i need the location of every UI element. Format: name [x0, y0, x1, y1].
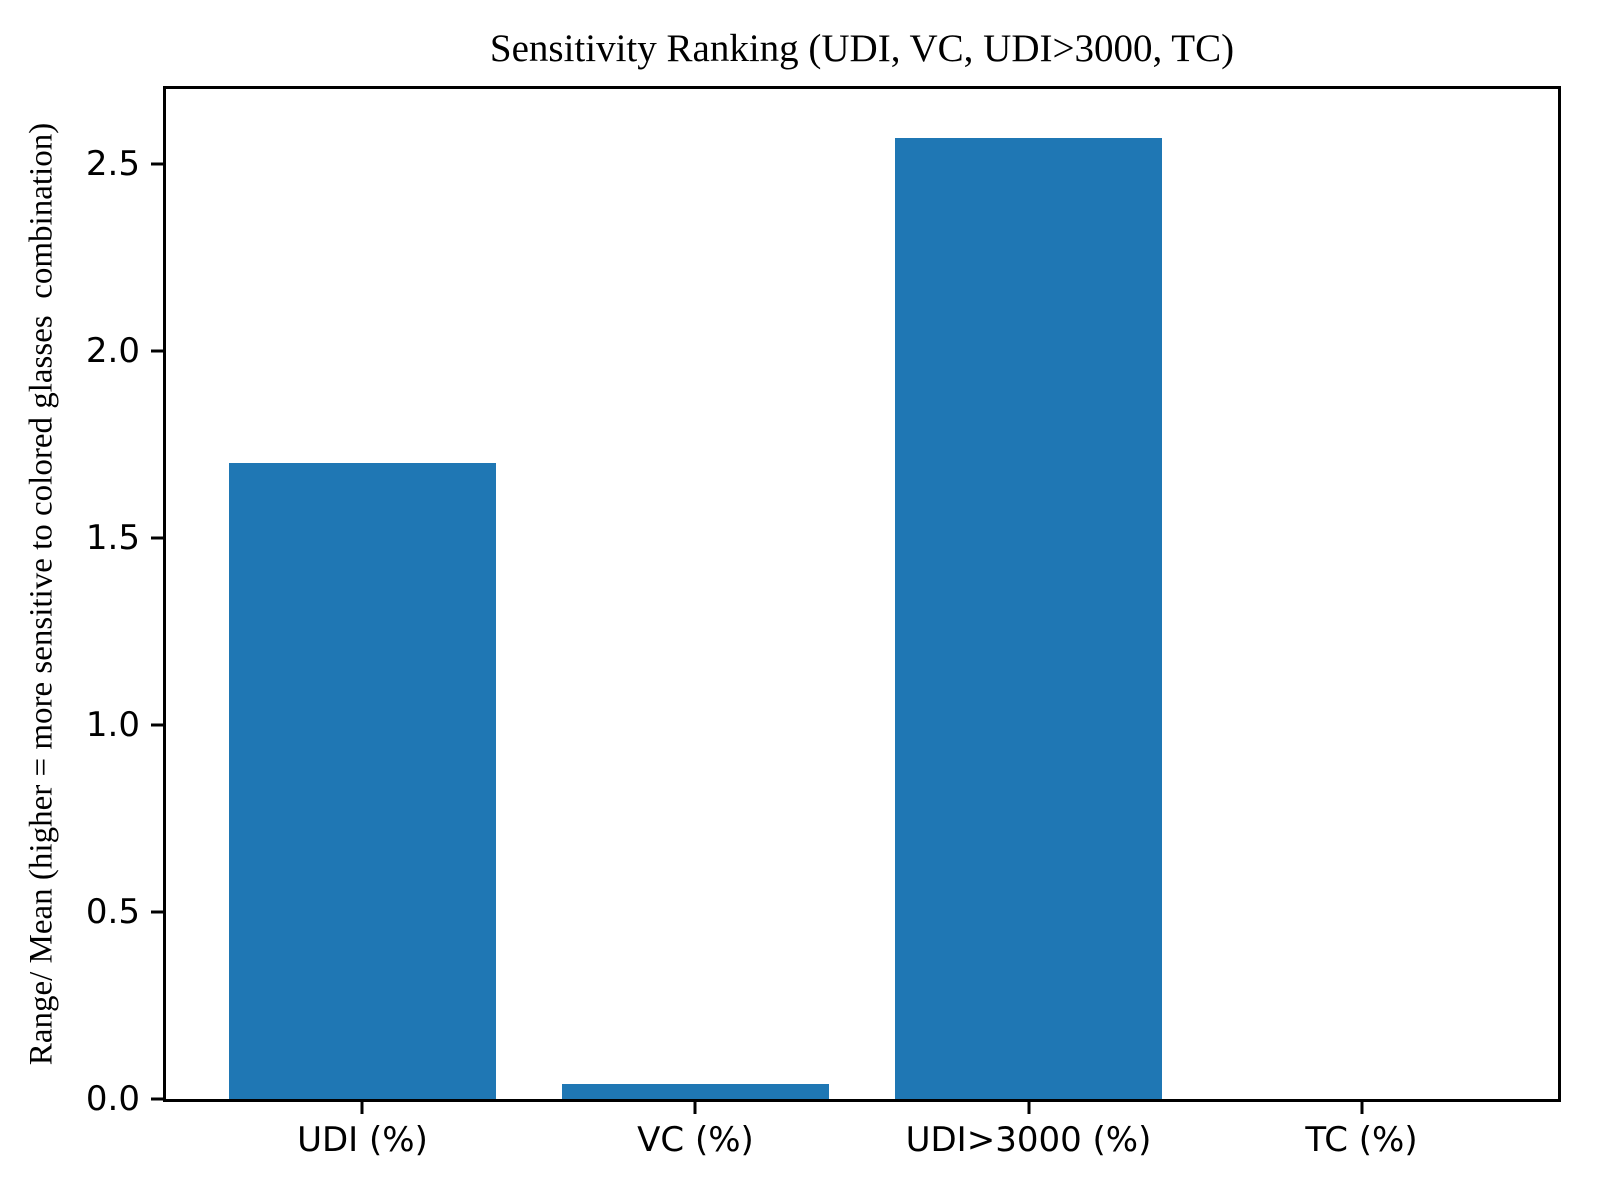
y-tick-label: 2.0	[85, 330, 140, 371]
x-category-label: TC (%)	[1305, 1120, 1418, 1160]
y-tick-label: 0.0	[85, 1079, 140, 1119]
y-tick-mark	[151, 349, 166, 353]
y-tick-mark	[151, 910, 166, 914]
y-tick-label: 1.0	[85, 704, 140, 745]
x-category-label: VC (%)	[637, 1120, 754, 1160]
bar-UDI (%)	[229, 463, 496, 1099]
y-tick-label: 2.5	[85, 143, 140, 184]
bar-UDI>3000 (%)	[895, 137, 1162, 1099]
x-tick-mark	[360, 1099, 364, 1114]
x-tick-mark	[1027, 1099, 1030, 1114]
y-tick-label: 0.5	[85, 891, 140, 932]
y-tick-mark	[151, 162, 166, 166]
x-tick-mark	[1360, 1099, 1364, 1114]
bar-VC (%)	[562, 1084, 829, 1099]
y-tick-label: 1.5	[85, 517, 140, 558]
chart-title: Sensitivity Ranking (UDI, VC, UDI>3000, …	[489, 27, 1235, 70]
y-tick-mark	[151, 536, 166, 540]
x-category-label: UDI>3000 (%)	[905, 1120, 1152, 1160]
y-axis-label: Range/ Mean (higher = more sensitive to …	[23, 122, 60, 1066]
plot-area: 0.0 0.5 1.0 1.5 2.0 2.5 UDI (%) VC (%) UDI>3000 …	[86, 86, 1561, 1157]
y-tick-mark	[151, 723, 166, 727]
x-category-label: UDI (%)	[297, 1120, 428, 1160]
x-tick-mark	[693, 1099, 697, 1114]
y-tick-mark	[151, 1097, 166, 1101]
